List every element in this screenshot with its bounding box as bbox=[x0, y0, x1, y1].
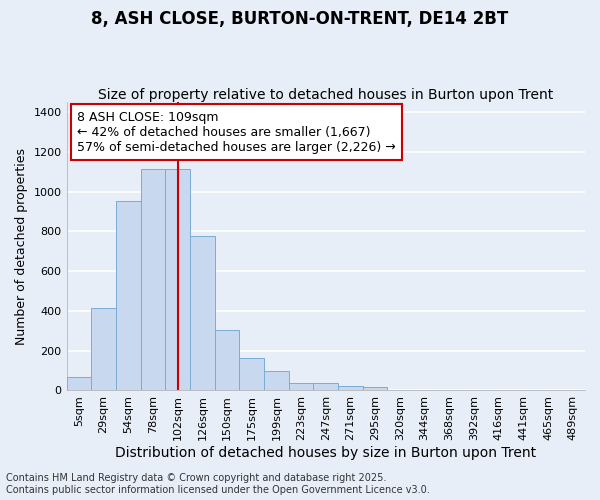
Bar bbox=[338, 386, 363, 390]
Text: 8 ASH CLOSE: 109sqm
← 42% of detached houses are smaller (1,667)
57% of semi-det: 8 ASH CLOSE: 109sqm ← 42% of detached ho… bbox=[77, 110, 395, 154]
Bar bbox=[140, 168, 165, 390]
Bar bbox=[190, 236, 215, 390]
Bar bbox=[239, 358, 264, 390]
Bar bbox=[165, 168, 190, 390]
Text: Contains HM Land Registry data © Crown copyright and database right 2025.
Contai: Contains HM Land Registry data © Crown c… bbox=[6, 474, 430, 495]
Bar bbox=[313, 384, 338, 390]
X-axis label: Distribution of detached houses by size in Burton upon Trent: Distribution of detached houses by size … bbox=[115, 446, 536, 460]
Y-axis label: Number of detached properties: Number of detached properties bbox=[15, 148, 28, 344]
Bar bbox=[264, 370, 289, 390]
Bar bbox=[215, 330, 239, 390]
Bar bbox=[91, 308, 116, 390]
Text: 8, ASH CLOSE, BURTON-ON-TRENT, DE14 2BT: 8, ASH CLOSE, BURTON-ON-TRENT, DE14 2BT bbox=[91, 10, 509, 28]
Bar bbox=[363, 388, 388, 390]
Bar bbox=[116, 202, 140, 390]
Title: Size of property relative to detached houses in Burton upon Trent: Size of property relative to detached ho… bbox=[98, 88, 553, 102]
Bar bbox=[289, 384, 313, 390]
Bar bbox=[67, 376, 91, 390]
